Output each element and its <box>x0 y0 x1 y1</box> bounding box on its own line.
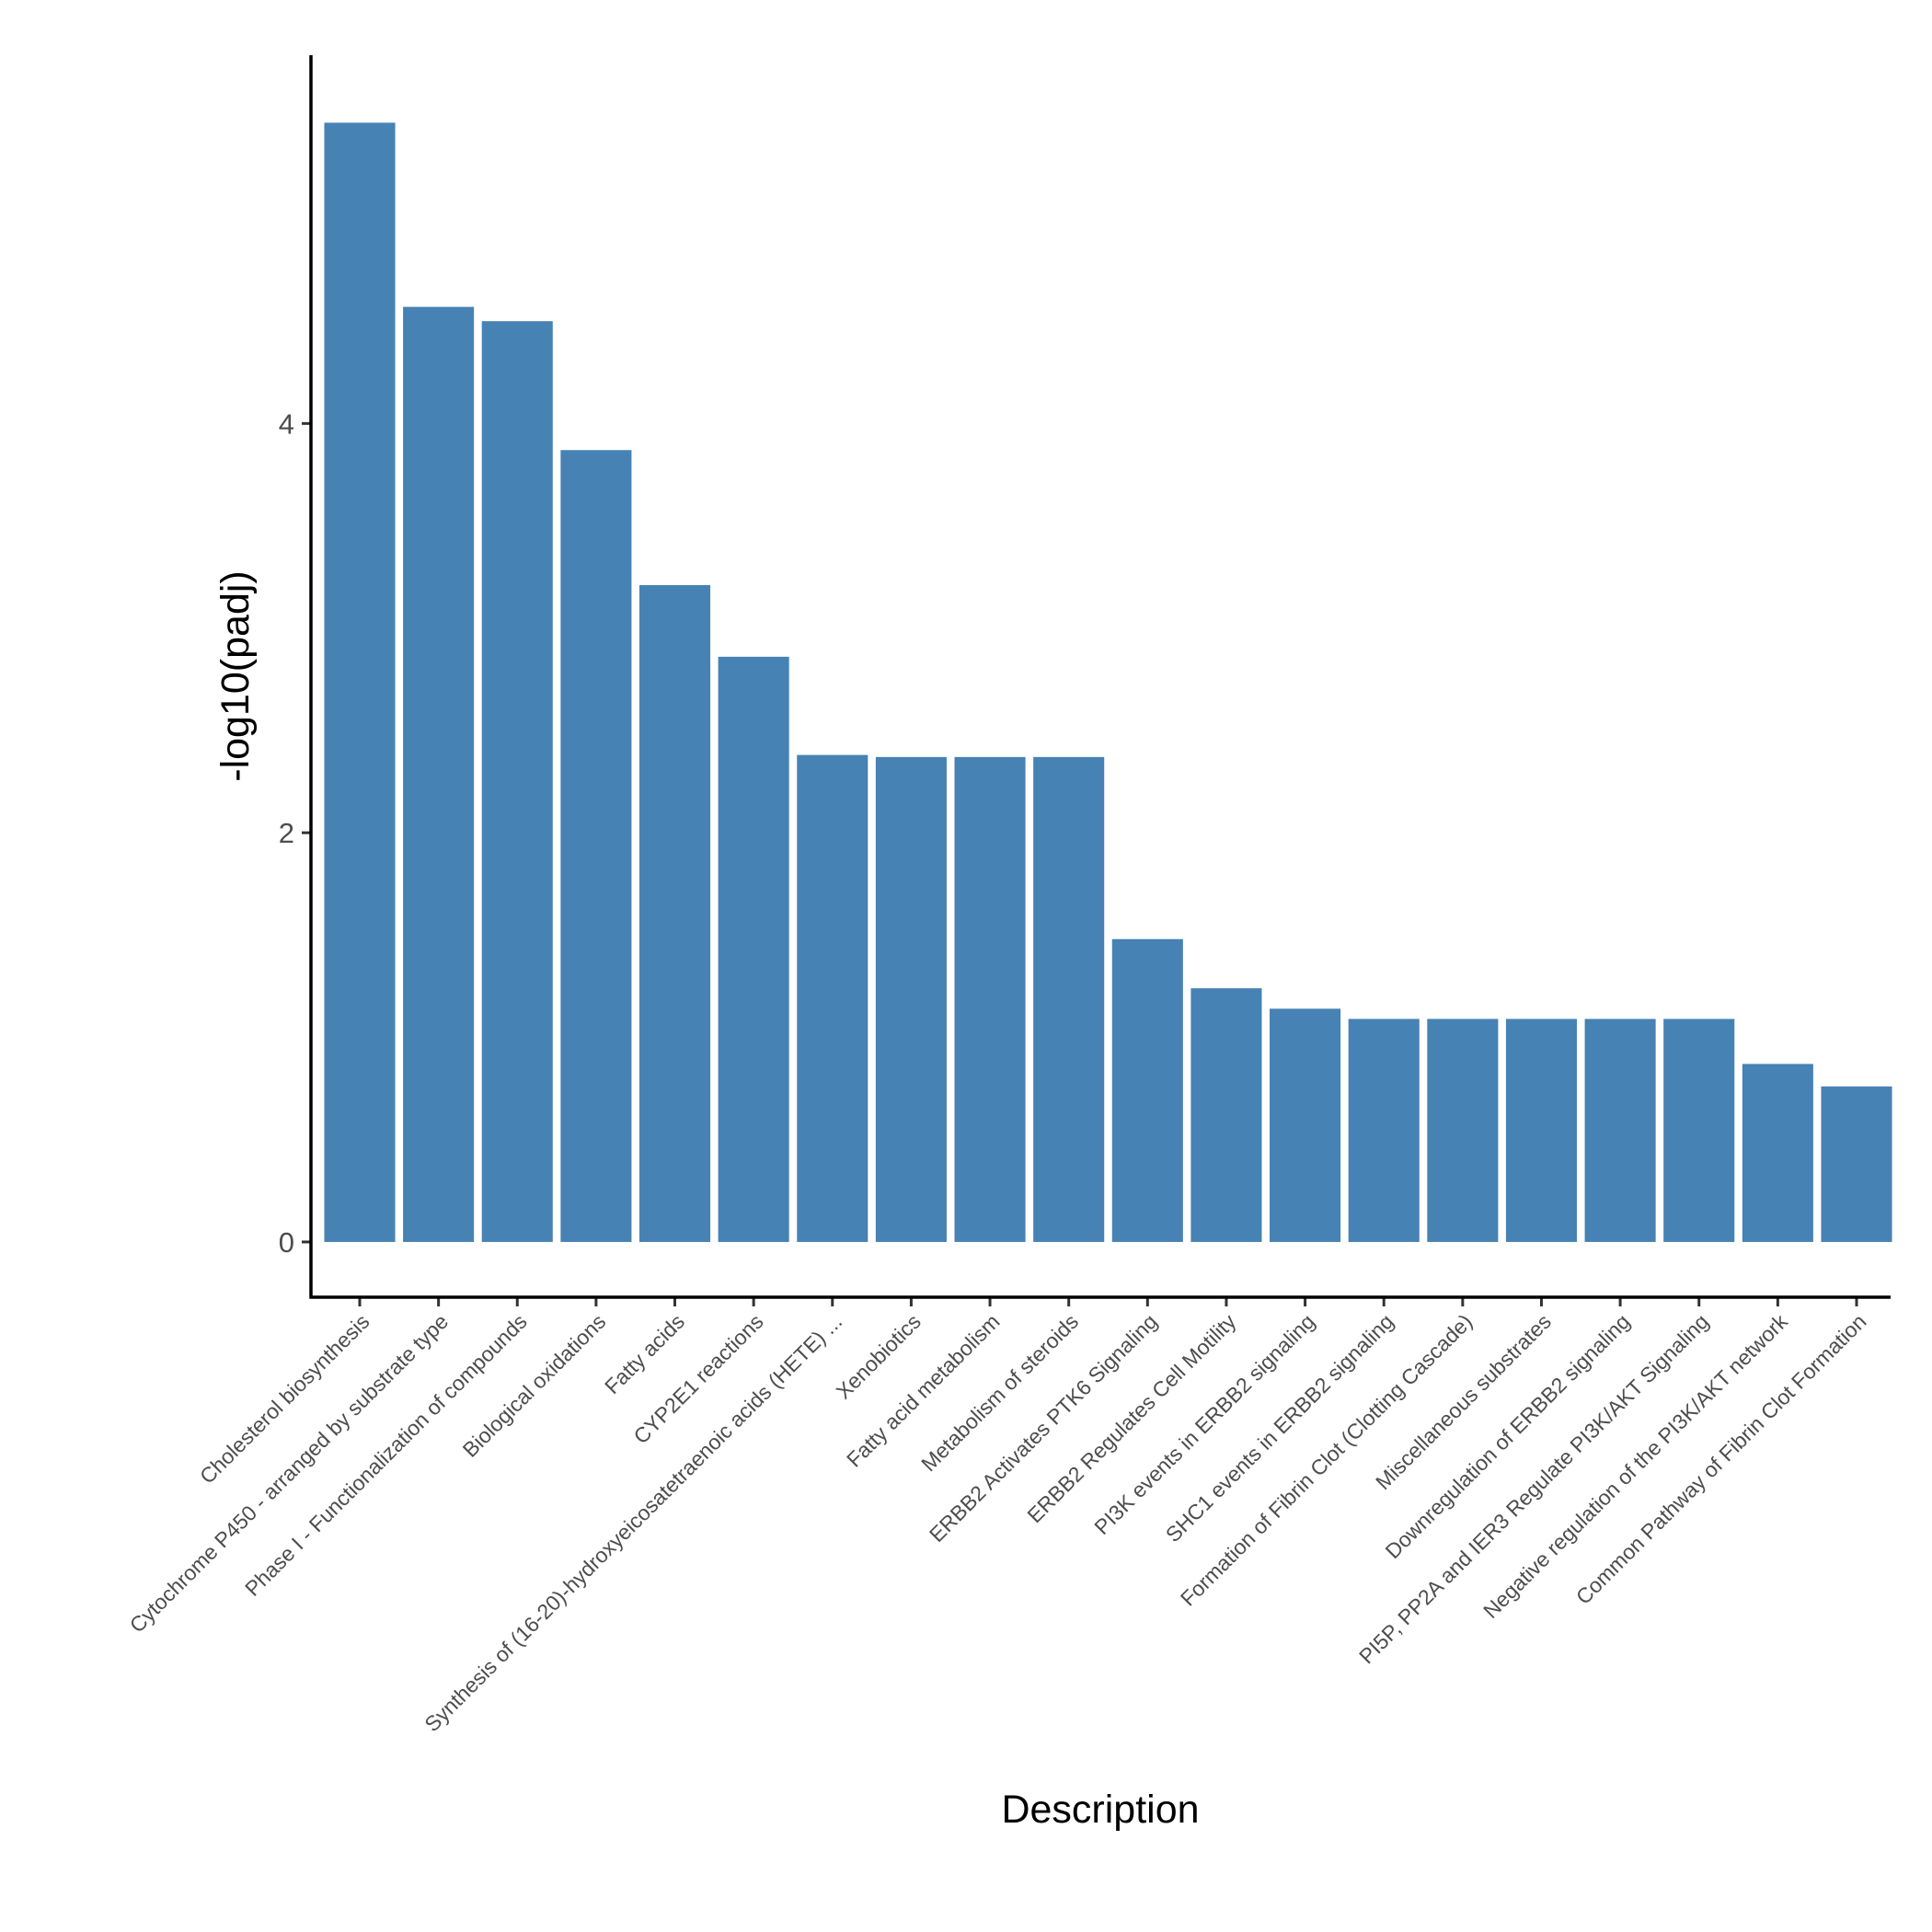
bar <box>797 754 868 1242</box>
x-tick-label: Formation of Fibrin Clot (Clotting Casca… <box>1176 1309 1478 1611</box>
bar <box>1111 938 1183 1242</box>
bar <box>1584 1018 1656 1242</box>
bars-group <box>324 122 1892 1242</box>
y-axis-title: -log10(padj) <box>213 570 258 781</box>
bar <box>1821 1086 1892 1242</box>
x-tick-label: Phase I - Functionalization of compounds <box>240 1309 532 1601</box>
bar <box>1270 1008 1341 1242</box>
bar <box>954 756 1026 1242</box>
x-tick-label: Metabolism of steroids <box>916 1309 1083 1476</box>
bar <box>875 756 947 1242</box>
bar <box>403 306 475 1242</box>
bar <box>718 656 789 1242</box>
bar <box>1427 1018 1499 1242</box>
bar <box>1033 756 1105 1242</box>
bar <box>481 321 553 1242</box>
x-tick-label: Common Pathway of Fibrin Clot Formation <box>1571 1309 1871 1609</box>
x-axis-title: Description <box>1001 1788 1199 1832</box>
x-tick-label: Biological oxidations <box>458 1309 611 1462</box>
bar <box>638 585 711 1242</box>
bar <box>1742 1064 1813 1242</box>
y-tick-label: 4 <box>279 408 294 440</box>
bar <box>1505 1018 1578 1242</box>
y-tick-label: 2 <box>279 817 294 849</box>
y-tick-label: 0 <box>279 1226 294 1259</box>
x-tick-label: Cytochrome P450 - arranged by substrate … <box>125 1309 453 1637</box>
bar <box>1663 1018 1735 1242</box>
x-tick-label: CYP2E1 reactions <box>628 1309 767 1448</box>
bar <box>560 450 632 1242</box>
bar <box>1190 988 1262 1242</box>
x-tick-label: Fatty acid metabolism <box>842 1309 1005 1472</box>
bar <box>1348 1018 1420 1242</box>
bar <box>324 122 396 1242</box>
y-axis-ticks: 0 2 4 <box>279 408 311 1259</box>
